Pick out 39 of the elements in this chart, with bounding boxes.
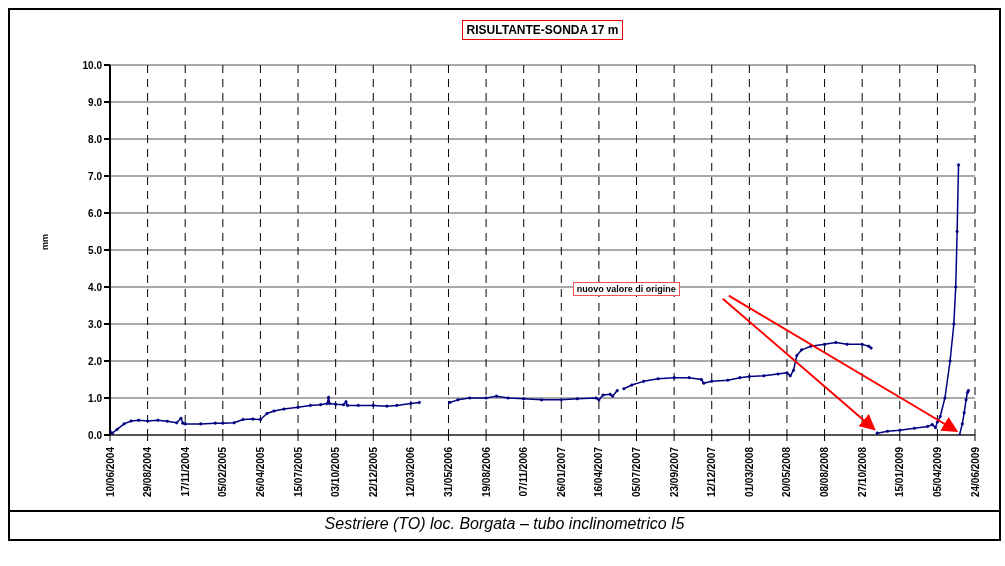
x-tick-label: 22/12/2005 <box>367 446 379 498</box>
x-tick-label: 26/01/2007 <box>555 446 567 498</box>
y-tick-label: 3.0 <box>88 318 103 330</box>
x-tick-label: 24/06/2009 <box>969 446 981 498</box>
text: Sestriere (TO) loc. Borgata – tubo inclinometrico I5 <box>10 510 999 539</box>
x-tick-label: 31/05/2006 <box>442 446 454 498</box>
chart-title: RISULTANTE-SONDA 17 m <box>461 20 624 40</box>
x-tick-label: 17/11/2004 <box>179 446 191 497</box>
x-tick-label: 05/02/2005 <box>217 446 229 498</box>
y-tick-label: 6.0 <box>88 207 103 219</box>
x-tick-label: 10/06/2004 <box>104 446 116 498</box>
annotation: nuovo valore di origine <box>572 281 680 296</box>
y-tick-label: 5.0 <box>88 244 103 256</box>
y-tick-label: 1.0 <box>88 392 103 404</box>
x-tick-label: 07/11/2006 <box>518 446 530 497</box>
x-tick-label: 12/12/2007 <box>706 446 718 498</box>
y-tick-label: 0.0 <box>88 429 103 441</box>
y-tick-label: 2.0 <box>88 355 103 367</box>
x-tick-label: 03/10/2005 <box>330 446 342 498</box>
x-tick-label: 05/04/2009 <box>931 446 943 498</box>
y-tick-label: 8.0 <box>88 133 103 145</box>
x-tick-label: 16/04/2007 <box>593 446 605 498</box>
x-tick-label: 19/08/2006 <box>480 446 492 498</box>
y-tick-label: 10.0 <box>82 59 103 71</box>
x-tick-label: 05/07/2007 <box>631 446 643 498</box>
y-tick-label: 4.0 <box>88 281 103 293</box>
x-tick-label: 26/04/2005 <box>254 446 266 498</box>
y-axis-title: mm <box>40 233 51 250</box>
y-tick-label: 9.0 <box>88 96 103 108</box>
x-tick-label: 20/05/2008 <box>781 446 793 498</box>
x-tick-label: 29/08/2004 <box>142 446 154 498</box>
x-tick-label: 08/08/2008 <box>819 446 831 498</box>
x-tick-label: 15/01/2009 <box>894 446 906 498</box>
x-tick-label: 15/07/2005 <box>292 446 304 498</box>
x-tick-label: 23/09/2007 <box>668 446 680 498</box>
x-tick-label: 27/10/2008 <box>856 446 868 498</box>
x-tick-label: 01/03/2008 <box>743 446 755 498</box>
x-tick-label: 12/03/2006 <box>405 446 417 498</box>
y-tick-label: 7.0 <box>88 170 103 182</box>
